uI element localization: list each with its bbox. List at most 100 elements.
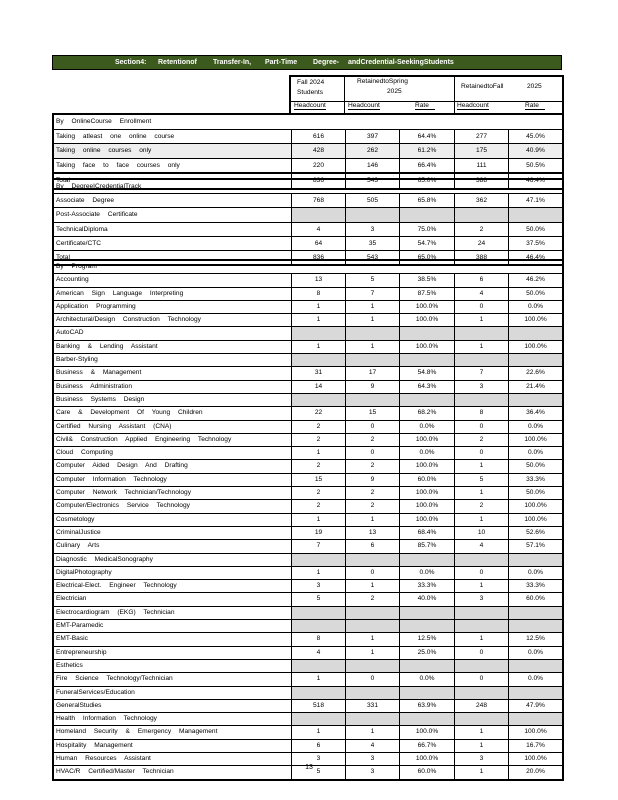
fall-rate-cell: 50.0% (508, 487, 562, 500)
spring-headcount-cell: 1 (345, 646, 399, 659)
fall-retained-headcount-cell: 4 (454, 287, 508, 300)
rate-label: Rate (525, 102, 545, 110)
row-label: Human Resources Assistant (56, 754, 151, 762)
spring-rate-cell: 12.5% (399, 633, 454, 646)
fall-headcount-cell: 15 (291, 473, 345, 487)
fall-retained-headcount-cell: 1 (454, 766, 508, 779)
rate-label: Rate (415, 102, 435, 110)
fall-retained-headcount-cell (454, 327, 508, 340)
table-row: Certificate/CTC 64 35 54.7% 24 37.5% (54, 235, 562, 250)
row-label: Taking face to face courses only (56, 161, 180, 169)
row-label: Health Information Technology (56, 715, 157, 723)
spring-rate-cell (399, 354, 454, 367)
fall-headcount-cell: 2 (291, 487, 345, 500)
spring-rate-cell: 100.0% (399, 433, 454, 447)
row-label: Associate Degree (56, 197, 115, 205)
row-label: Post-Associate Certificate (56, 211, 138, 219)
fall-retained-headcount-cell (454, 553, 508, 566)
fall-headcount-cell: 518 (291, 699, 345, 713)
fall-rate-cell: 0.0% (508, 300, 562, 314)
row-label: Cosmetology (56, 515, 95, 523)
table-row: Application Programming 1 1 100.0% 0 0.0% (54, 299, 562, 314)
row-label: HVAC/R Certified/Master Technician (56, 768, 174, 776)
row-label: AutoCAD (56, 329, 84, 337)
spring-headcount-cell: 543 (345, 250, 399, 265)
fall-retained-headcount-cell (454, 686, 508, 699)
fall-rate-cell: 21.4% (508, 380, 562, 393)
table-row: Business Administration 14 9 64.3% 3 21.4% (54, 379, 562, 393)
fall-headcount-cell: 768 (291, 194, 345, 208)
spring-headcount-cell: 13 (345, 526, 399, 540)
table-row: Fire Science Technology/Technician 1 0 0.0%… (54, 672, 562, 686)
spring-rate-cell: 61.2% (399, 144, 454, 158)
fall-headcount-cell: 836 (291, 250, 345, 265)
spring-headcount-cell: 6 (345, 540, 399, 553)
spring-rate-cell: 63.9% (399, 699, 454, 713)
fall-headcount-cell (291, 620, 345, 633)
spring-rate-cell: 54.7% (399, 236, 454, 250)
table-row: FuneralServices/Education (54, 685, 562, 699)
row-label: Computer Aided Design And Drafting (56, 462, 188, 470)
spring-rate-cell: 33.3% (399, 580, 454, 593)
fall-retained-headcount-cell (454, 713, 508, 726)
spring-headcount-cell: 3 (345, 752, 399, 766)
table-row: Homeland Security & Emergency Management… (54, 725, 562, 739)
fall-retained-headcount-cell: 1 (454, 580, 508, 593)
fall-headcount-cell: 7 (291, 540, 345, 553)
fall-headcount-cell: 64 (291, 236, 345, 250)
table-row: By DegreeICredentialTrack (54, 180, 562, 193)
row-label: Accounting (56, 276, 89, 284)
title-word: Section4: (115, 59, 147, 66)
row-label: Application Programming (56, 302, 136, 310)
spring-headcount-cell: 1 (345, 314, 399, 327)
fall-headcount-cell (291, 659, 345, 673)
spring-headcount-cell: 0 (345, 673, 399, 686)
fall-rate-cell: 50.0% (508, 222, 562, 236)
fall-retained-headcount-cell: 3 (454, 380, 508, 393)
table-row: Human Resources Assistant 3 3 100.0% 3 100.0% (54, 751, 562, 766)
fall-headcount-cell (291, 686, 345, 699)
fall-rate-cell: 0.0% (508, 646, 562, 659)
fall-headcount-cell: 1 (291, 300, 345, 314)
row-label: American Sign Language Interpreting (56, 289, 184, 297)
retained-spring-label: RetainedtoSpring (357, 78, 408, 85)
spring-rate-cell: 66.4% (399, 158, 454, 172)
row-label: Civil& Construction Applied Engineering … (56, 435, 232, 443)
fall-rate-cell: 100.0% (508, 752, 562, 766)
spring-rate-cell: 64.3% (399, 380, 454, 393)
row-label: Architectural/Design Construction Techno… (56, 316, 201, 324)
spring-rate-cell: 65.8% (399, 194, 454, 208)
fall-retained-headcount-cell: 2 (454, 433, 508, 447)
row-label: Certified Nursing Assistant (CNA) (56, 422, 172, 430)
fall-rate-cell (508, 686, 562, 699)
fall-retained-headcount-cell (454, 354, 508, 367)
spring-headcount-cell (345, 620, 399, 633)
row-label: Taking online courses only (56, 147, 152, 154)
fall-headcount-cell (291, 713, 345, 726)
row-label: Culinary Arts (56, 542, 100, 550)
spring-headcount-cell: 0 (345, 447, 399, 460)
spring-rate-cell: 40.0% (399, 593, 454, 606)
fall-retained-headcount-cell: 2 (454, 500, 508, 513)
spring-rate-cell: 100.0% (399, 513, 454, 526)
spring-rate-cell: 100.0% (399, 726, 454, 739)
row-label: Computer/Electronics Service Technology (56, 502, 190, 510)
row-label: Taking atleast one online course (56, 132, 175, 140)
table-row: Diagnostic MedicalSonography (54, 552, 562, 566)
spring-headcount-cell: 3 (345, 766, 399, 779)
spring-headcount-cell: 262 (345, 144, 399, 158)
fall-rate-cell: 46.4% (508, 174, 562, 188)
page-number: 13 (305, 764, 313, 771)
fall-rate-cell: 0.0% (508, 447, 562, 460)
table-row: Taking face to face courses only 220 146 66… (54, 157, 562, 172)
spring-headcount-cell: 9 (345, 473, 399, 487)
spring-headcount-cell (345, 354, 399, 367)
row-label: Electrician (56, 595, 87, 603)
fall-headcount-cell: 1 (291, 340, 345, 354)
fall-retained-headcount-cell (454, 208, 508, 222)
fall-retained-headcount-cell: 6 (454, 274, 508, 287)
spring-rate-cell: 66.7% (399, 739, 454, 752)
spring-rate-cell: 100.0% (399, 460, 454, 473)
fall-rate-cell: 37.5% (508, 236, 562, 250)
